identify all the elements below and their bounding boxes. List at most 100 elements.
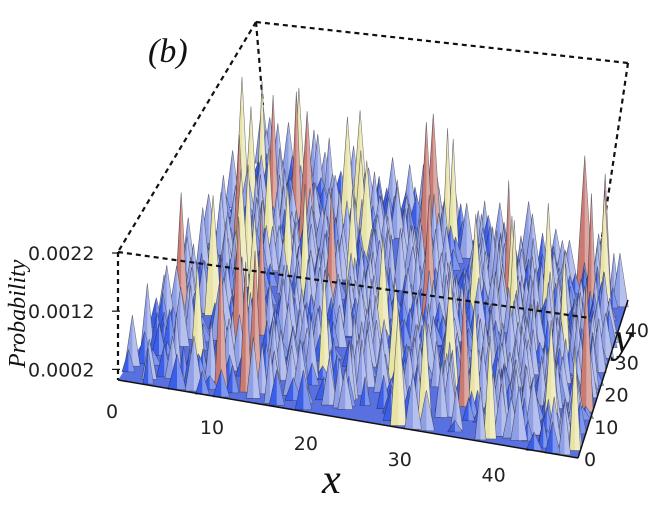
surface-spike-highlight [474,300,482,410]
surface-spike-highlight [592,336,599,389]
y-tick-label: 40 [625,320,649,342]
bounding-box [116,20,630,380]
surface-spike [569,346,581,451]
surface-spike-highlight [454,420,463,432]
surface-spike [611,253,629,308]
surface-spike-highlight [311,317,319,379]
y-tick-label: 20 [604,385,628,407]
surface-spike-highlight [464,283,471,407]
surface-spike-highlight [468,398,475,421]
x-tick-label: 0 [106,401,118,423]
surface-spike-highlight [277,311,284,343]
surface-spike [304,362,320,386]
surface-spike-highlight [147,283,154,345]
box-top-edge [255,20,629,65]
surface-spike-highlight [176,353,186,390]
surface-spike-highlight [455,237,464,264]
surface-spike-highlight [398,308,407,426]
surface-spike-highlight [466,271,473,301]
box-right-edge [588,62,630,319]
surface-spike-highlight [232,365,239,393]
surface-spike-highlight [495,271,502,334]
surface-spike-highlight [557,360,563,409]
surface-spike [558,402,571,456]
z-tick-label: 0.0022 [28,243,94,265]
surface-spike-highlight [272,226,279,271]
surface-spike-highlight [255,250,262,379]
surface-spike-highlight [241,169,250,287]
surface-spike-highlight [538,305,547,349]
surface-spike-highlight [554,396,562,446]
z-tick-label: 0.0002 [28,359,94,381]
surface-mesh [118,76,629,458]
surface-spike-highlight [389,267,397,308]
surface-spike-highlight [468,328,476,351]
surface-spike-highlight [433,279,440,330]
surface-spike-highlight [466,203,475,259]
surface-spike [474,386,487,441]
surface-spike-highlight [441,362,448,418]
surface-spike-highlight [197,262,206,370]
surface-spike [255,343,269,394]
surface-spike-highlight [453,138,460,258]
surface-spike-highlight [367,329,376,388]
surface-spike-highlight [202,371,210,395]
surface-spike-highlight [581,406,591,420]
surface-spike-highlight [202,207,210,268]
surface-spike [121,349,136,373]
surface-spike-highlight [183,346,189,381]
surface-spike-highlight [459,300,466,340]
surface-spike-highlight [164,311,170,333]
surface-spike-highlight [261,202,267,336]
surface-spike-highlight [280,329,289,381]
surface-spike-highlight [190,284,197,340]
surface-spike-highlight [221,369,230,397]
surface-spike-highlight [253,337,261,399]
surface-spike-highlight [180,287,190,347]
surface-spike-highlight [273,94,279,217]
surface-spike-highlight [317,134,325,192]
surface-spike-highlight [482,346,491,408]
x-axis-ticks: 0 10 20 30 40 [106,401,506,487]
surface-spike-highlight [559,373,568,406]
surface-spike [537,419,549,449]
surface-spike-highlight [290,279,298,337]
surface-spike-highlight [227,262,234,309]
surface-spike-highlight [128,350,135,372]
surface-spike [239,261,252,393]
surface-spike-highlight [337,239,343,286]
surface-spike-highlight [365,376,371,406]
surface-spike-highlight [339,304,347,348]
surface-spike [142,347,154,385]
surface-spike-highlight [132,315,141,366]
surface-spike-highlight [569,345,576,374]
z-tick-label: 0.0012 [28,301,94,323]
surface-spike-highlight [612,287,618,308]
surface-spike-highlight [412,372,422,430]
surface-spike-highlight [382,235,391,342]
surface-spike [225,365,240,394]
x-tick-label: 40 [482,465,506,487]
surface-spike [294,370,313,411]
surface-spike-highlight [361,339,369,396]
surface-spike-highlight [564,402,571,455]
surface-spike-highlight [605,313,614,359]
surface-spike-highlight [230,259,236,290]
surface-spike-highlight [604,191,612,308]
surface-spike [418,390,435,432]
surface-spike-highlight [501,271,510,327]
surface-spike-highlight [528,339,537,387]
y-axis-label: y [610,316,633,362]
surface-spike-highlight [148,348,154,384]
surface-spike [268,369,285,406]
surface-spike [458,283,471,407]
surface-spike-highlight [323,187,332,213]
surface-spike-highlight [169,309,177,348]
surface-spike-highlight [574,346,581,451]
surface-spike [284,376,302,401]
surface-spike-highlight [266,225,274,275]
surface-spike-highlight [292,186,301,233]
surface-spike-highlight [471,391,479,417]
surface-spike-highlight [584,155,594,290]
